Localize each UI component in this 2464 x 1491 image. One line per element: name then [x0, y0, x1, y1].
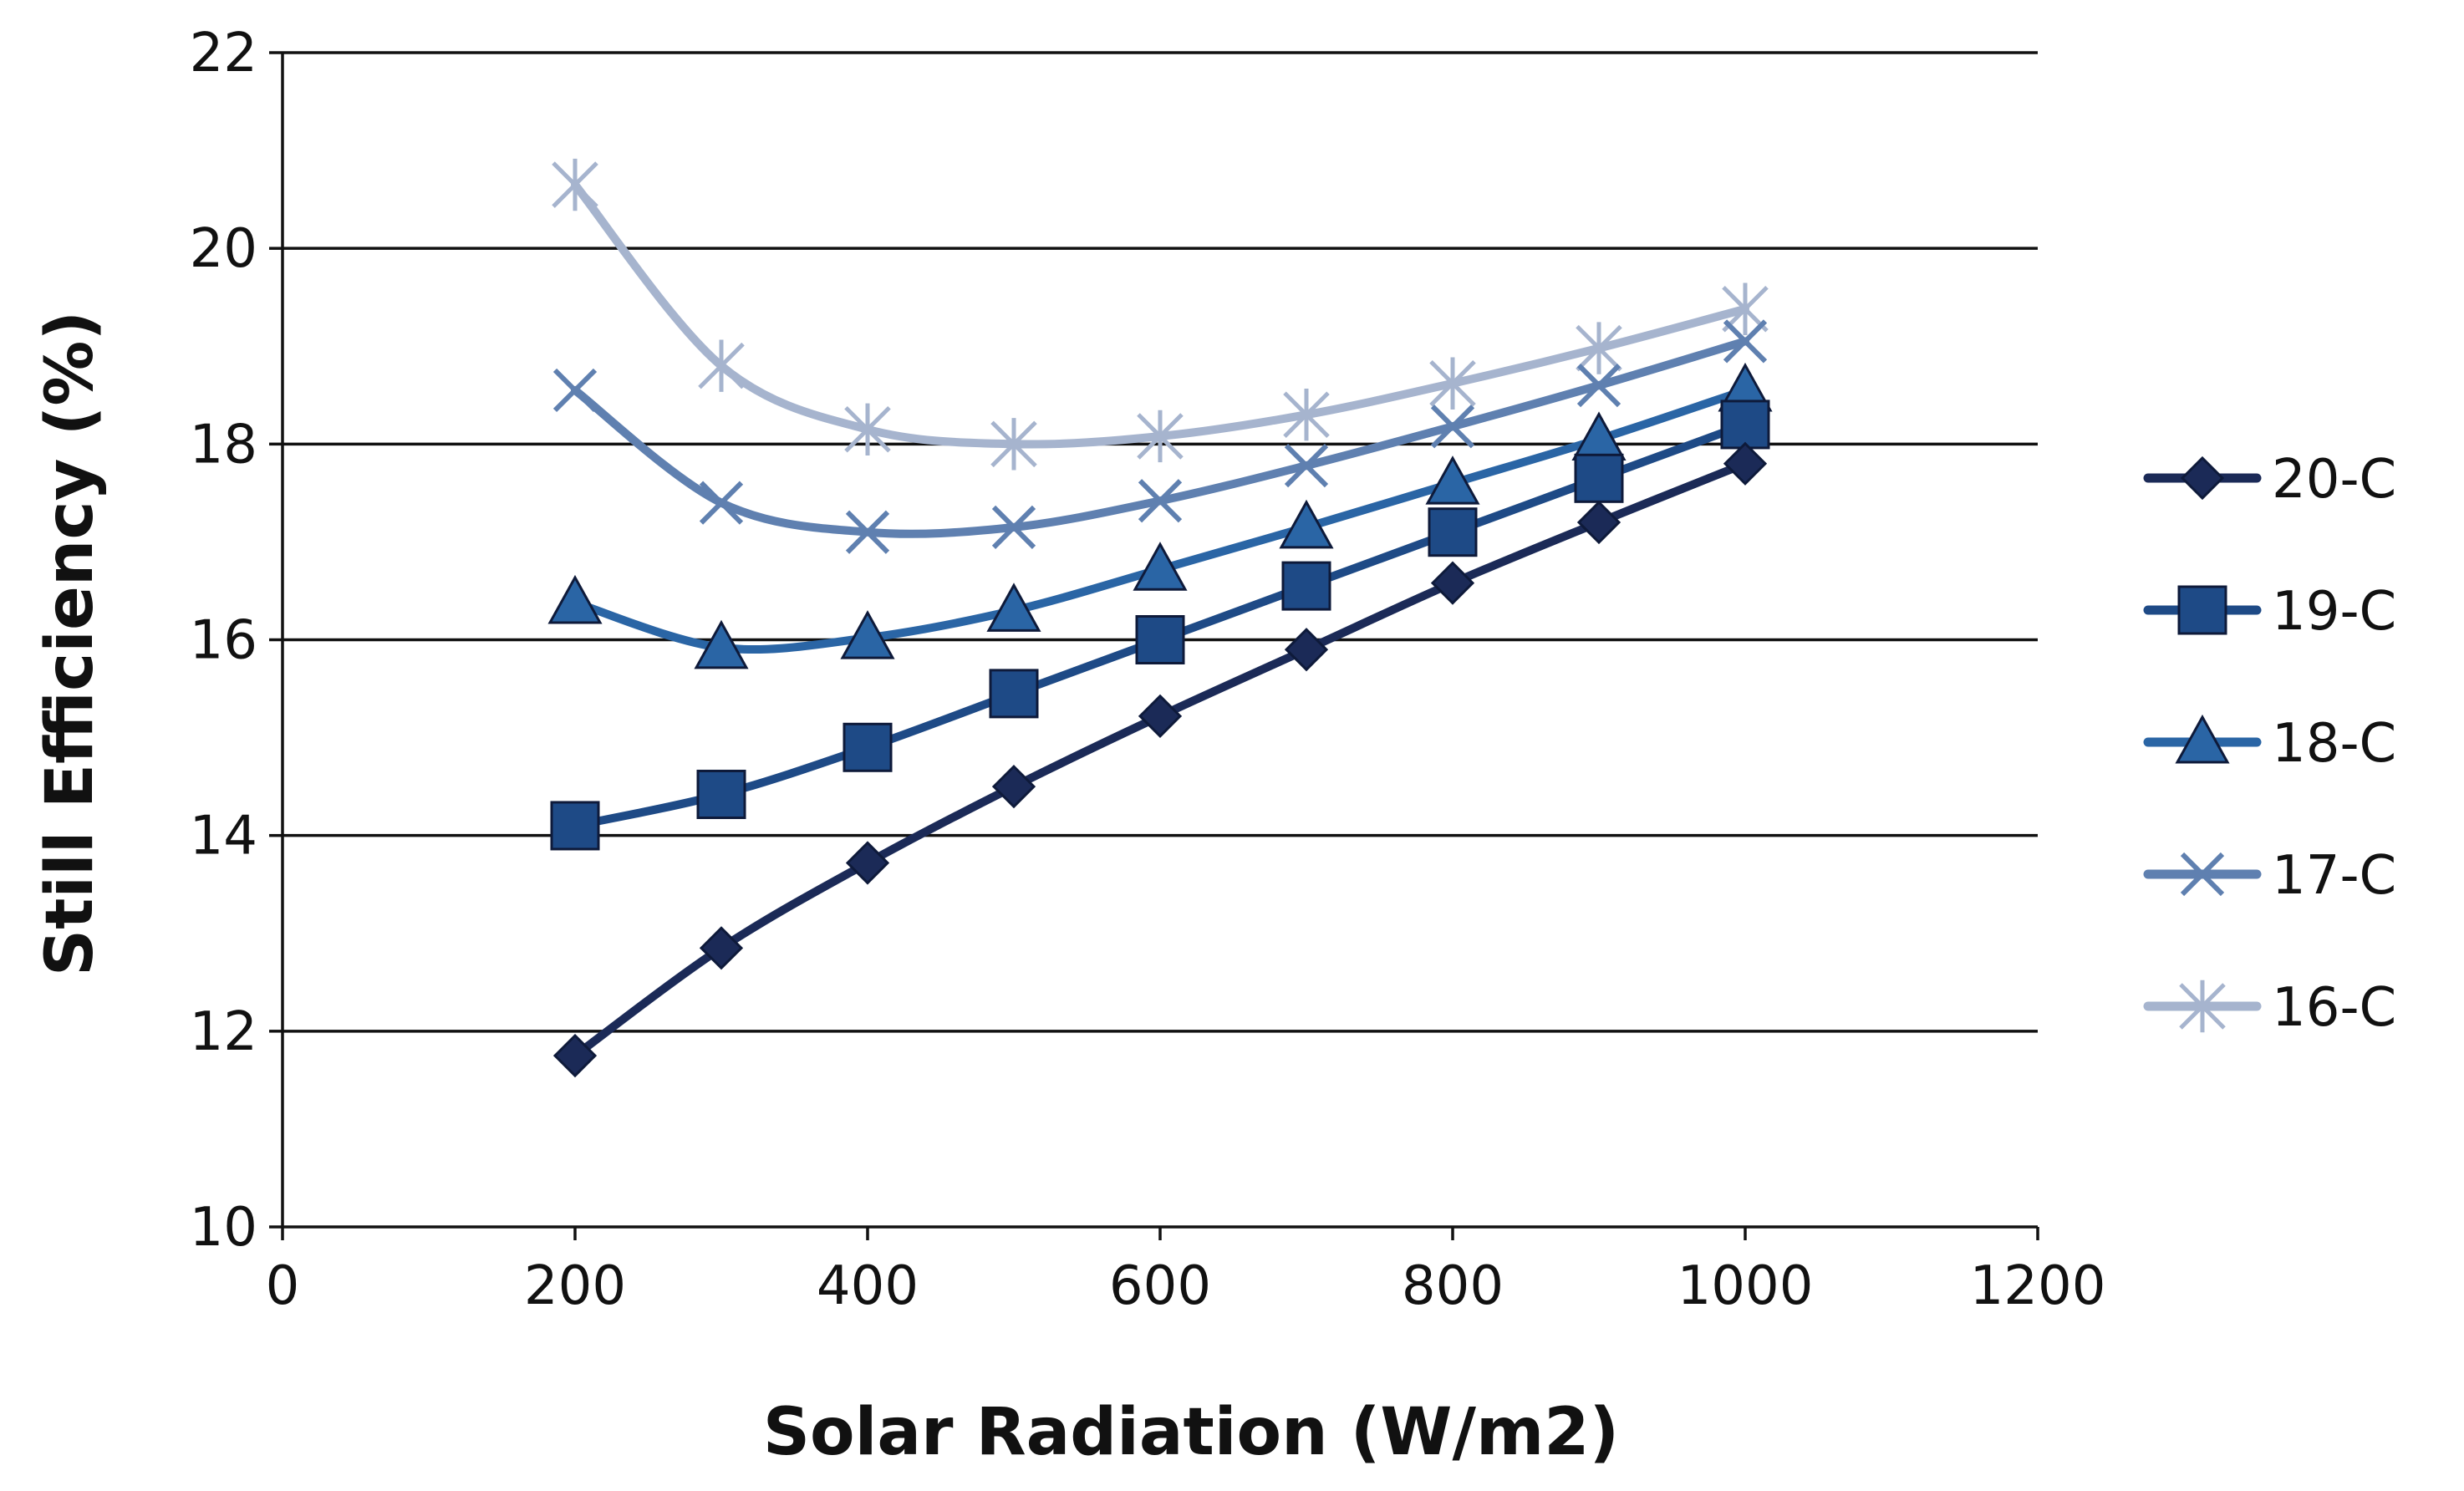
- legend-item-18-c: 18-C: [2143, 713, 2396, 775]
- legend-marker-20-c: [2180, 455, 2225, 501]
- legend-marker-16-c: [2179, 980, 2226, 1033]
- point-16-c-900: [1576, 322, 1622, 374]
- series-17-c: [552, 319, 1768, 554]
- legend-item-16-c: 16-C: [2143, 977, 2396, 1039]
- series-19-c: [550, 399, 1770, 851]
- point-16-c-400: [844, 403, 891, 455]
- point-20-c-200: [552, 1033, 598, 1078]
- y-tick-label-20: 20: [190, 218, 257, 280]
- legend-label-17-c: 17-C: [2272, 845, 2396, 907]
- point-17-c-500: [991, 505, 1036, 549]
- point-19-c-700: [1281, 561, 1331, 611]
- y-tick-label-14: 14: [190, 806, 257, 868]
- series-20-c: [552, 441, 1768, 1078]
- x-tick-label-400: 400: [817, 1255, 919, 1317]
- point-18-c-200: [547, 574, 603, 624]
- point-19-c-200: [550, 801, 600, 851]
- point-20-c-700: [1284, 628, 1329, 672]
- x-tick-label-200: 200: [524, 1255, 626, 1317]
- point-19-c-300: [696, 769, 746, 819]
- legend-item-20-c: 20-C: [2143, 449, 2396, 511]
- point-16-c-200: [552, 158, 598, 211]
- legend-label-18-c: 18-C: [2272, 713, 2396, 775]
- point-20-c-800: [1430, 561, 1475, 605]
- series-line-16-c: [571, 181, 1749, 449]
- legend-item-19-c: 19-C: [2143, 581, 2396, 643]
- legend-item-17-c: 17-C: [2143, 845, 2396, 907]
- point-19-c-900: [1574, 453, 1624, 503]
- y-tick-label-18: 18: [190, 414, 257, 476]
- legend-label-19-c: 19-C: [2272, 581, 2396, 643]
- legend: 20-C 19-C 18-C 17-C 16-C: [2143, 449, 2396, 1039]
- point-20-c-500: [991, 765, 1036, 809]
- y-tick-label-16: 16: [190, 610, 257, 672]
- x-axis-title: Solar Radiation (W/m2): [763, 1395, 1619, 1470]
- point-17-c-400: [845, 510, 890, 554]
- series-18-c: [547, 362, 1773, 669]
- y-tick-label-10: 10: [190, 1197, 257, 1259]
- point-17-c-300: [699, 481, 744, 525]
- point-18-c-700: [1279, 499, 1334, 549]
- point-17-c-900: [1576, 363, 1621, 408]
- point-18-c-300: [694, 619, 749, 669]
- point-17-c-1000: [1723, 319, 1768, 364]
- y-tick-label-22: 22: [190, 23, 257, 84]
- x-tick-label-0: 0: [266, 1255, 300, 1317]
- point-18-c-400: [840, 610, 895, 659]
- point-16-c-700: [1283, 389, 1330, 441]
- point-18-c-800: [1425, 455, 1480, 505]
- point-16-c-800: [1429, 357, 1476, 410]
- point-17-c-700: [1284, 443, 1329, 488]
- legend-marker-19-c: [2177, 585, 2227, 635]
- point-20-c-300: [699, 926, 744, 970]
- legend-label-20-c: 20-C: [2272, 449, 2396, 511]
- point-19-c-500: [989, 669, 1039, 719]
- series-16-c: [552, 158, 1769, 471]
- y-axis-title: Still Efficiency (%): [33, 311, 108, 976]
- point-16-c-600: [1137, 410, 1184, 463]
- point-19-c-1000: [1720, 399, 1770, 450]
- point-18-c-500: [986, 583, 1041, 632]
- point-19-c-400: [843, 722, 893, 772]
- x-tick-label-600: 600: [1109, 1255, 1211, 1317]
- point-17-c-200: [552, 368, 598, 413]
- x-tick-label-1200: 1200: [1970, 1255, 2106, 1317]
- point-18-c-600: [1133, 542, 1188, 591]
- x-tick-label-800: 800: [1402, 1255, 1504, 1317]
- plot-area: [547, 158, 1773, 1078]
- point-17-c-600: [1138, 479, 1183, 523]
- y-tick-label-12: 12: [190, 1001, 257, 1063]
- legend-marker-18-c: [2175, 714, 2230, 764]
- legend-label-16-c: 16-C: [2272, 977, 2396, 1039]
- point-19-c-600: [1135, 615, 1185, 664]
- point-16-c-300: [698, 339, 745, 392]
- point-16-c-500: [990, 418, 1037, 471]
- point-19-c-800: [1428, 507, 1478, 557]
- point-17-c-800: [1430, 405, 1475, 449]
- point-20-c-900: [1576, 500, 1621, 545]
- point-20-c-1000: [1723, 441, 1768, 486]
- legend-marker-17-c: [2180, 852, 2225, 897]
- axes: 10 12 14 16 18 20 22 0 200 400 600 800 1000 1200: [190, 23, 2106, 1317]
- point-20-c-400: [845, 841, 890, 885]
- x-tick-label-1000: 1000: [1677, 1255, 1814, 1317]
- point-20-c-600: [1138, 694, 1183, 738]
